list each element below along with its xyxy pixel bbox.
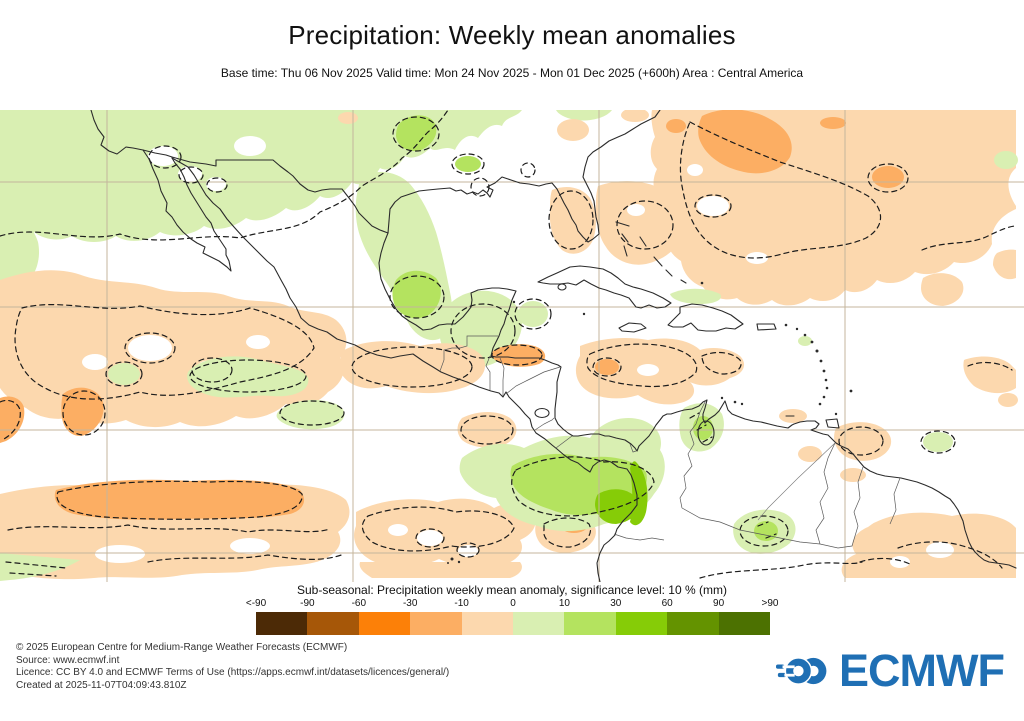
legend-tick-label: <-90 [245, 598, 267, 609]
legend-ticks: <-90 -90 -60 -30 -10 0 10 30 60 90 >90 [246, 598, 779, 610]
coastlines [90, 109, 1017, 583]
legend-color-swatch [307, 612, 359, 635]
legend-color-swatch [358, 612, 411, 635]
lat-lon-gridlines [0, 110, 1024, 582]
legend-tick-label: 30 [610, 598, 622, 609]
anomaly-shading [0, 108, 1018, 581]
ecmwf-logo-text: ECMWF [839, 645, 1005, 696]
legend-color-swatch [461, 612, 514, 635]
legend-colorbar [256, 612, 771, 635]
page-title: Precipitation: Weekly mean anomalies [288, 20, 736, 50]
legend-color-swatch [513, 612, 565, 635]
footer-line: Licence: CC BY 4.0 and ECMWF Terms of Us… [16, 667, 450, 679]
footer-line: © 2025 European Centre for Medium-Range … [16, 642, 348, 653]
legend-tick-label: 60 [661, 598, 673, 609]
legend-tick-label: -10 [454, 598, 469, 609]
legend-tick-label: 0 [510, 598, 516, 609]
map-canvas [0, 108, 1024, 583]
legend-tick-label: >90 [761, 598, 779, 609]
ecmwf-logo: ECMWF [776, 645, 1005, 696]
legend-tick-label: 90 [713, 598, 725, 609]
legend-tick-label: -60 [351, 598, 367, 609]
legend-color-swatch [667, 612, 719, 635]
legend-color-swatch [410, 612, 462, 635]
legend-tick-label: -90 [300, 598, 315, 609]
legend-tick-label: 10 [558, 598, 570, 609]
legend-color-swatch [256, 612, 308, 635]
legend-color-swatch [718, 612, 771, 635]
ecmwf-logo-mark [776, 656, 827, 685]
footer-line: Source: www.ecmwf.int [16, 654, 120, 666]
base-valid-time-subtitle: Base time: Thu 06 Nov 2025 Valid time: M… [220, 66, 804, 80]
anomaly-map [0, 108, 1024, 583]
legend-tick-label: -30 [402, 598, 418, 609]
footer-attribution: © 2025 European Centre for Medium-Range … [16, 642, 449, 692]
footer-line: Created at 2025-11-07T04:09:43.810Z [16, 679, 187, 691]
legend-title: Sub-seasonal: Precipitation weekly mean … [297, 583, 727, 597]
legend-color-swatch [615, 612, 668, 635]
legend-color-swatch [564, 612, 616, 635]
significance-contours [0, 109, 1017, 579]
